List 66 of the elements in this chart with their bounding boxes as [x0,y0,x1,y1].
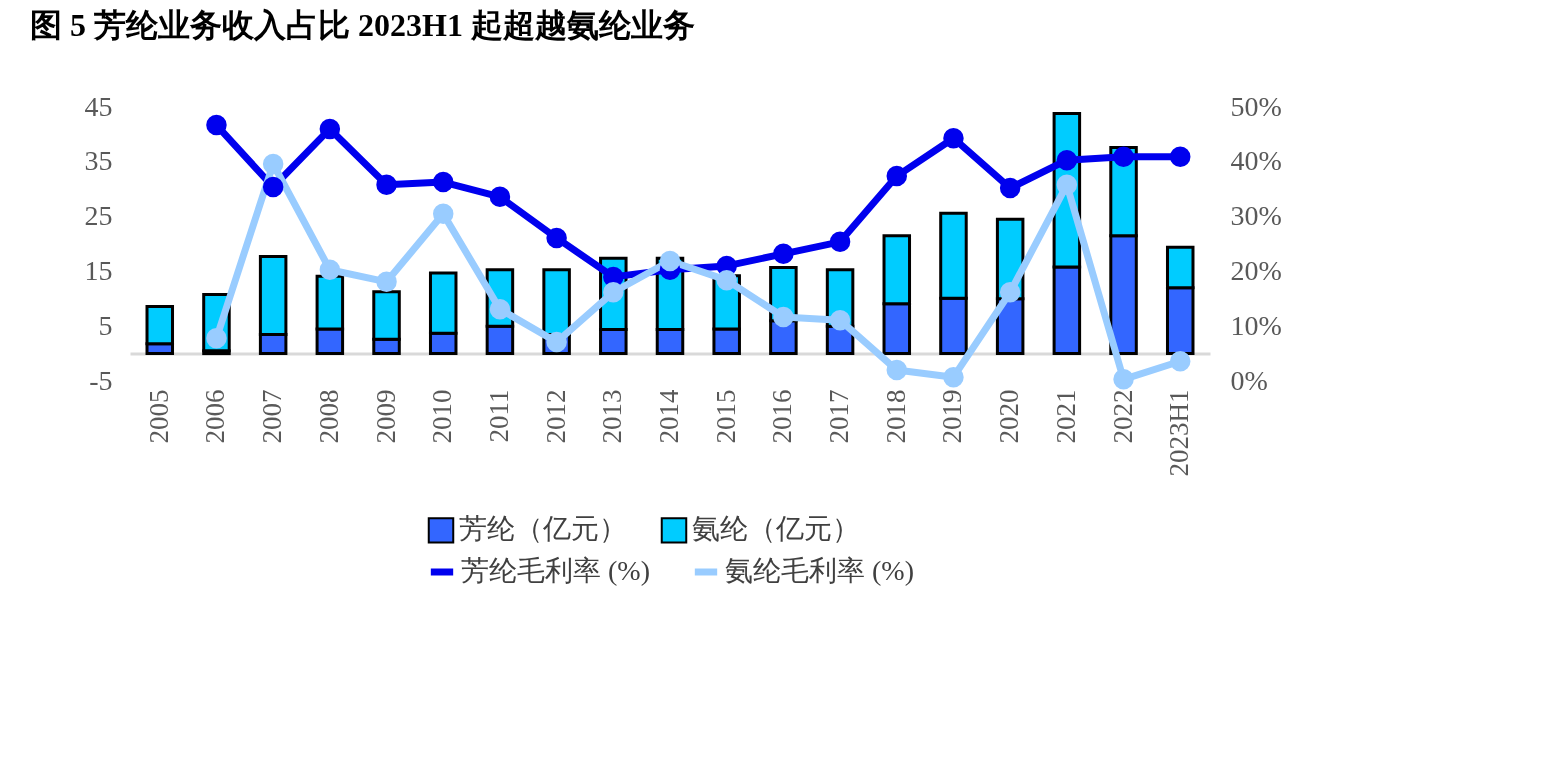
point [829,231,851,253]
point [773,306,794,328]
legend-label: 氨纶（亿元） [692,513,860,545]
point [829,309,851,331]
point [432,171,454,193]
y-tick-label: 35 [84,145,113,177]
point [376,271,397,293]
y-tick-label: 45 [84,90,113,122]
legend-label: 氨纶毛利率 (%) [725,555,914,586]
point [432,203,454,225]
x-tick-label: 2016 [767,389,798,444]
x-tick-label: 2013 [597,389,628,444]
point [943,128,964,149]
point [943,366,964,388]
y2-tick-label: 0% [1230,364,1268,396]
x-tick-label: 2005 [143,389,174,444]
point [1113,369,1134,390]
point [716,269,737,291]
y-tick-label: -5 [89,364,113,396]
x-tick-label: 2019 [937,389,968,444]
y2-tick-label: 10% [1230,309,1282,341]
x-tick-label: 2021 [1050,389,1081,444]
x-tick-label: 2010 [427,389,458,444]
point [1056,174,1078,196]
point [1113,146,1134,168]
x-tick-label: 2023H1 [1164,389,1195,477]
point [262,176,284,198]
legend-label: 芳纶毛利率 (%) [461,555,650,586]
point [262,153,284,175]
point [1169,351,1191,372]
point [376,174,397,196]
x-tick-label: 2018 [880,389,911,444]
point [773,243,794,265]
y2-tick-label: 30% [1230,200,1282,232]
point [319,118,341,140]
y-tick-label: 5 [98,309,113,341]
point [886,165,908,187]
legend-label: 芳纶（亿元） [459,513,627,545]
point [319,259,341,280]
point [206,328,227,349]
y2-tick-label: 40% [1230,145,1282,177]
y-tick-label: 15 [84,254,113,286]
point [206,114,227,136]
chart-title: 图 5 芳纶业务收入占比 2023H1 起超越氨纶业务 [30,7,695,43]
point [886,359,908,381]
point [489,186,511,208]
x-tick-label: 2022 [1107,389,1138,444]
x-tick-label: 2006 [200,389,231,444]
point [999,282,1021,303]
point [1169,146,1191,168]
y2-tick-label: 20% [1230,254,1282,286]
x-tick-label: 2017 [824,389,855,444]
x-tick-label: 2014 [654,389,684,444]
x-tick-label: 2009 [370,389,401,444]
y-tick-label: 25 [84,200,113,232]
x-tick-label: 2015 [710,389,741,444]
x-tick-label: 2008 [313,389,344,444]
x-tick-label: 2012 [540,389,571,444]
point [546,227,567,249]
point [659,250,681,272]
point [999,177,1021,199]
y2-tick-label: 50% [1230,90,1282,122]
x-tick-label: 2007 [257,389,288,444]
point [1056,149,1078,171]
x-tick-label: 2011 [483,389,514,443]
x-tick-label: 2020 [994,389,1025,444]
